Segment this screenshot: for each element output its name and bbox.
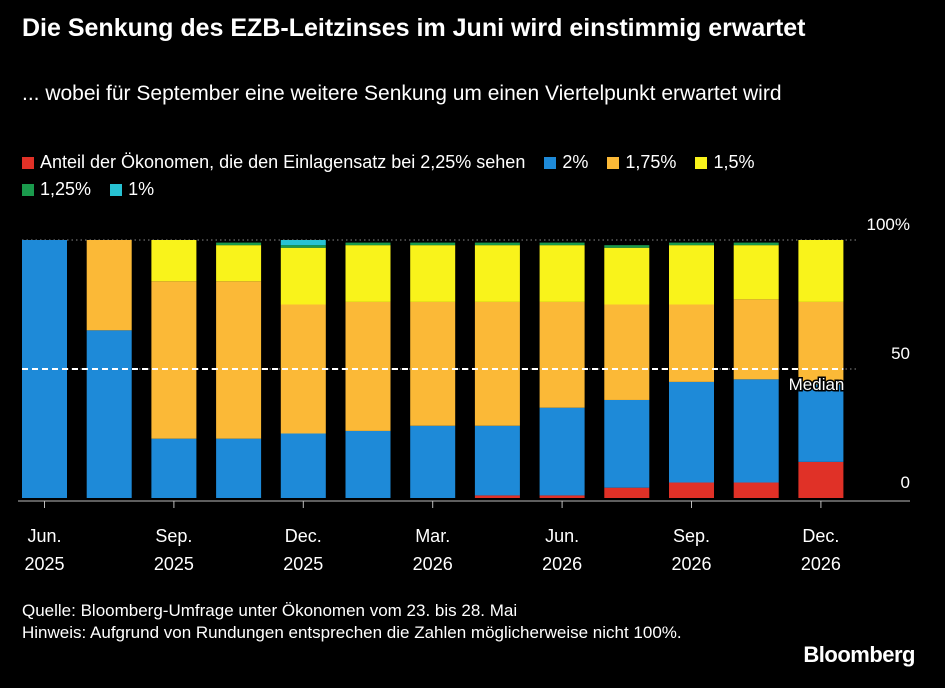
legend-label: 1,75%: [625, 152, 677, 172]
bar-segment: [733, 245, 779, 300]
bar-segment: [474, 495, 520, 498]
legend-label: Anteil der Ökonomen, die den Einlagensat…: [40, 152, 526, 172]
rounding-note: Hinweis: Aufgrund von Rundungen entsprec…: [22, 623, 682, 642]
legend-swatch: [695, 157, 708, 169]
x-tick-label: Dec.: [285, 526, 322, 546]
bar-segment: [280, 433, 326, 498]
bar-segment: [410, 301, 456, 426]
bar-segment: [216, 245, 262, 282]
bar-segment: [604, 245, 650, 248]
legend-swatch: [110, 184, 123, 196]
bloomberg-logo: Bloomberg: [803, 642, 915, 667]
bar-segment: [539, 245, 585, 302]
bar-segment: [604, 487, 650, 498]
bar-segment: [216, 242, 262, 246]
legend-item-2: 2%: [544, 149, 588, 176]
bar-segment: [216, 438, 262, 498]
bar-segment: [798, 301, 844, 385]
bar-segment: [604, 304, 650, 400]
legend-label: 1%: [128, 179, 155, 199]
x-tick-label: 2026: [413, 554, 453, 574]
source-note: Quelle: Bloomberg-Umfrage unter Ökonomen…: [22, 601, 518, 620]
x-tick-label: 2025: [283, 554, 323, 574]
bar-segment: [474, 425, 520, 496]
legend-item-1: 1%: [110, 176, 154, 203]
legend-label: 1,5%: [713, 152, 755, 172]
x-tick-label: Mar.: [415, 526, 450, 546]
x-tick-label: 2025: [154, 554, 194, 574]
x-tick-label: Dec.: [802, 526, 839, 546]
legend-item-1-5: 1,5%: [695, 149, 754, 176]
bar-segment: [798, 240, 844, 302]
bar-segment: [733, 379, 779, 483]
bar-segment: [474, 301, 520, 426]
bar-segment: [151, 438, 197, 498]
x-tick-label: Jun.: [545, 526, 579, 546]
bar-segment: [733, 482, 779, 498]
bar-segment: [604, 247, 650, 305]
legend-swatch: [22, 184, 34, 196]
x-tick-label: 2026: [671, 554, 711, 574]
x-tick-label: 2026: [801, 554, 841, 574]
bar-segment: [345, 301, 391, 431]
bar-segment: [280, 245, 326, 248]
bar-segment: [669, 381, 714, 483]
chart-title: Die Senkung des EZB-Leitzinses im Juni w…: [22, 14, 806, 42]
bar-segment: [539, 242, 585, 246]
y-tick-label: 0: [901, 473, 910, 492]
x-tick-label: Jun.: [27, 526, 61, 546]
bar-segment: [733, 242, 779, 246]
bar-segment: [669, 245, 714, 305]
bar-segment: [151, 281, 197, 439]
bar-segment: [733, 299, 779, 380]
bar-segment: [280, 240, 326, 246]
legend-swatch: [22, 157, 34, 169]
y-tick-label: 100%: [867, 215, 910, 234]
x-tick-label: Sep.: [155, 526, 192, 546]
legend-item-1-75: 1,75%: [607, 149, 676, 176]
x-tick-label: 2026: [542, 554, 582, 574]
bar-segment: [539, 407, 585, 496]
legend-item-1-25: 1,25%: [22, 176, 91, 203]
chart-subtitle: ... wobei für September eine weitere Sen…: [22, 82, 782, 105]
legend-label: 1,25%: [40, 179, 92, 199]
bar-segment: [345, 430, 391, 498]
bar-segment: [474, 242, 520, 246]
bar-segment: [474, 245, 520, 302]
legend-swatch: [544, 157, 557, 169]
bar-segment: [216, 281, 262, 439]
legend: Anteil der Ökonomen, die den Einlagensat…: [22, 149, 922, 203]
legend-label: 2%: [562, 152, 589, 172]
bar-segment: [539, 495, 585, 498]
bar-segment: [604, 399, 650, 488]
bar-segment: [798, 384, 844, 462]
x-tick-label: 2025: [24, 554, 64, 574]
bar-segment: [669, 242, 714, 246]
bar-segment: [669, 482, 714, 498]
bar-segment: [669, 304, 714, 382]
bar-segment: [345, 245, 391, 302]
y-tick-label: 50: [891, 344, 910, 363]
bar-segment: [410, 242, 456, 246]
stacked-bar-chart: Median 100% 50 0 Jun. 2025 Sep. 2025 Dec. 2025 Mar…: [18, 215, 910, 574]
median-label: Median: [789, 375, 845, 394]
bar-segment: [280, 247, 326, 305]
bar-segment: [345, 242, 391, 246]
legend-swatch: [607, 157, 620, 169]
bar-segment: [410, 425, 456, 498]
bar-segment: [86, 330, 132, 498]
bar-segment: [151, 240, 197, 282]
bar-segment: [410, 245, 456, 302]
bar-segment: [798, 461, 844, 498]
bar-segment: [86, 240, 132, 331]
footer: Quelle: Bloomberg-Umfrage unter Ökonomen…: [22, 600, 722, 644]
bar-segment: [539, 301, 585, 408]
legend-item-2-25: Anteil der Ökonomen, die den Einlagensat…: [22, 149, 525, 176]
x-tick-label: Sep.: [673, 526, 710, 546]
